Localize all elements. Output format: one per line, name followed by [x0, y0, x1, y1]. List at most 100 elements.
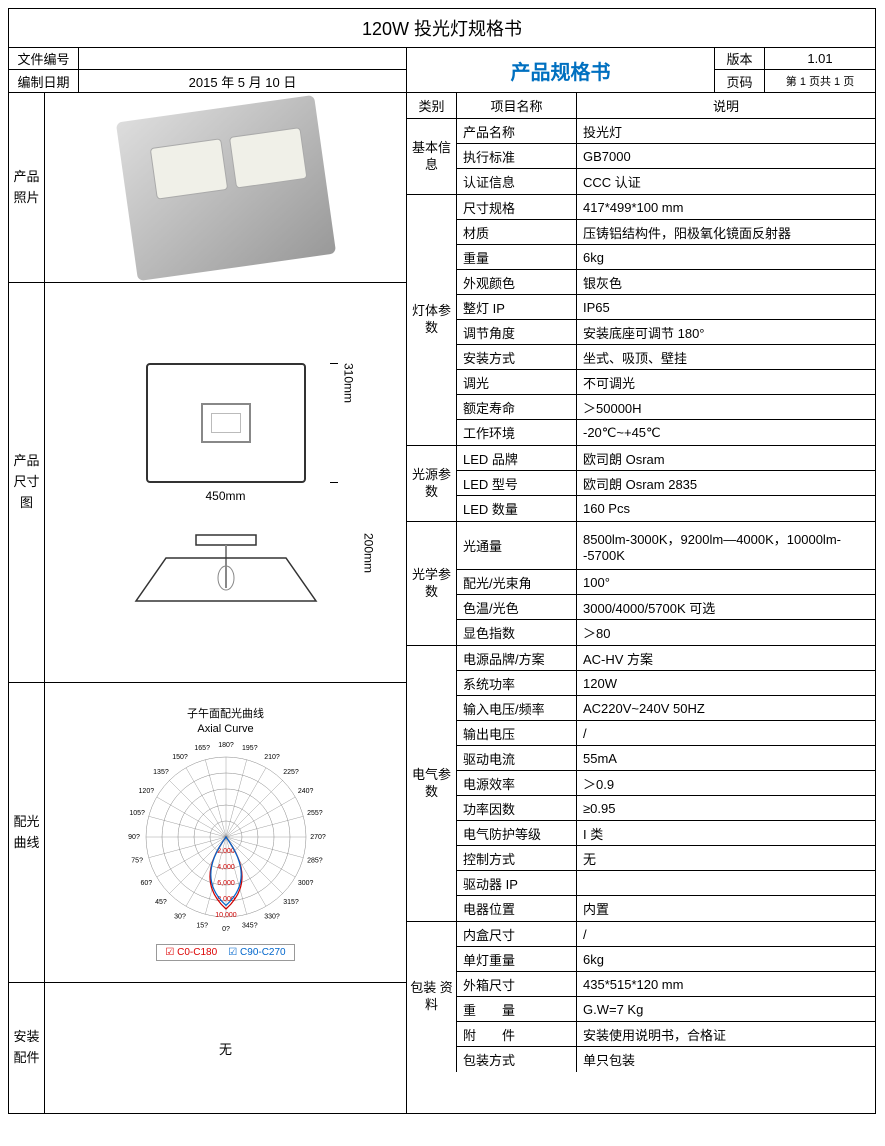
polar-legend: ☑ C0-C180 ☑ C90-C270	[156, 944, 294, 961]
spec-name: 电器位置	[457, 896, 577, 921]
accessory-label: 安装配件	[9, 983, 45, 1113]
spec-name: 控制方式	[457, 846, 577, 870]
svg-text:270?: 270?	[310, 833, 326, 840]
spec-name: 驱动电流	[457, 746, 577, 770]
spec-row: 驱动器 IP	[457, 871, 875, 896]
spec-row: 外箱尺寸435*515*120 mm	[457, 972, 875, 997]
spec-value: 160 Pcs	[577, 496, 875, 521]
spec-row: 配光/光束角100°	[457, 570, 875, 595]
spec-value: 8500lm-3000K，9200lm—4000K，10000lm--5700K	[577, 522, 875, 569]
spec-name: 执行标准	[457, 144, 577, 168]
spec-name: LED 型号	[457, 471, 577, 495]
spec-value: 417*499*100 mm	[577, 195, 875, 219]
spec-value: 压铸铝结构件，阳极氧化镜面反射器	[577, 220, 875, 244]
spec-row: 尺寸规格417*499*100 mm	[457, 195, 875, 220]
spec-row: 显色指数＞80	[457, 620, 875, 645]
spec-group: 灯体参数尺寸规格417*499*100 mm材质压铸铝结构件，阳极氧化镜面反射器…	[407, 195, 875, 446]
spec-name: 输出电压	[457, 721, 577, 745]
spec-group: 包装 资料内盒尺寸/单灯重量6kg外箱尺寸435*515*120 mm重 量G.…	[407, 922, 875, 1072]
spec-row: 执行标准GB7000	[457, 144, 875, 169]
svg-text:75?: 75?	[131, 857, 143, 864]
spec-value: ＞0.9	[577, 771, 875, 795]
left-column: 产品照片 产品尺寸图 310mm 450mm	[9, 93, 407, 1113]
spec-value: AC-HV 方案	[577, 646, 875, 670]
spec-page: 120W 投光灯规格书 文件编号 编制日期 2015 年 5 月 10 日 产品…	[8, 8, 876, 1114]
spec-value: 55mA	[577, 746, 875, 770]
spec-value: ＞50000H	[577, 395, 875, 419]
spec-name: 光通量	[457, 522, 577, 569]
spec-row: 调光不可调光	[457, 370, 875, 395]
spec-row: 功率因数≥0.95	[457, 796, 875, 821]
svg-text:2,000: 2,000	[217, 848, 235, 855]
main-content: 产品照片 产品尺寸图 310mm 450mm	[9, 93, 875, 1113]
polar-chart: 子午面配光曲线 Axial Curve 0?15?30?45?60?75?90?…	[53, 705, 398, 961]
spec-value	[577, 871, 875, 895]
spec-row: 光通量8500lm-3000K，9200lm—4000K，10000lm--57…	[457, 522, 875, 570]
category-label: 灯体参数	[407, 195, 457, 445]
spec-value: 3000/4000/5700K 可选	[577, 595, 875, 619]
svg-text:330?: 330?	[264, 913, 280, 920]
svg-text:4,000: 4,000	[217, 864, 235, 871]
spec-name: 输入电压/频率	[457, 696, 577, 720]
svg-text:300?: 300?	[297, 879, 313, 886]
spec-name: 包装方式	[457, 1047, 577, 1072]
photo-block: 产品照片	[9, 93, 406, 283]
svg-text:195?: 195?	[242, 744, 258, 751]
spec-group: 基本信息产品名称投光灯执行标准GB7000认证信息CCC 认证	[407, 119, 875, 195]
svg-text:60?: 60?	[140, 879, 152, 886]
svg-text:6,000: 6,000	[217, 880, 235, 887]
spec-name: 整灯 IP	[457, 295, 577, 319]
spec-name: 驱动器 IP	[457, 871, 577, 895]
spec-value: CCC 认证	[577, 169, 875, 194]
polar-title-en: Axial Curve	[53, 723, 398, 735]
spec-name: 外观颜色	[457, 270, 577, 294]
svg-text:15?: 15?	[196, 922, 208, 929]
spec-name: 重 量	[457, 997, 577, 1021]
spec-value: 435*515*120 mm	[577, 972, 875, 996]
spec-name: 安装方式	[457, 345, 577, 369]
curve-label: 配光曲线	[9, 683, 45, 982]
spec-row: 内盒尺寸/	[457, 922, 875, 947]
spec-row: 认证信息CCC 认证	[457, 169, 875, 194]
document-header: 文件编号 编制日期 2015 年 5 月 10 日 产品规格书 版本 1.01 …	[9, 48, 875, 93]
spec-name: 附 件	[457, 1022, 577, 1046]
category-label: 电气参数	[407, 646, 457, 921]
spec-row: 输出电压/	[457, 721, 875, 746]
spec-value: 安装使用说明书，合格证	[577, 1022, 875, 1046]
spec-row: 电源效率＞0.9	[457, 771, 875, 796]
spec-name: 工作环境	[457, 420, 577, 445]
spec-value: 投光灯	[577, 119, 875, 143]
curve-block: 配光曲线 子午面配光曲线 Axial Curve 0?15?30?45?60?7…	[9, 683, 406, 983]
spec-row: 整灯 IPIP65	[457, 295, 875, 320]
dim-depth: 200mm	[362, 533, 376, 603]
center-title: 产品规格书	[407, 48, 715, 92]
spec-row: 电器位置内置	[457, 896, 875, 921]
spec-name: 配光/光束角	[457, 570, 577, 594]
spec-value: ＞80	[577, 620, 875, 645]
spec-value: I 类	[577, 821, 875, 845]
spec-name: 系统功率	[457, 671, 577, 695]
spec-value: -20℃~+45℃	[577, 420, 875, 445]
spec-value: 120W	[577, 671, 875, 695]
svg-text:120?: 120?	[138, 787, 154, 794]
svg-text:90?: 90?	[128, 833, 140, 840]
version-label: 版本	[715, 48, 765, 69]
spec-table: 类别 项目名称 说明 基本信息产品名称投光灯执行标准GB7000认证信息CCC …	[407, 93, 875, 1113]
svg-text:315?: 315?	[283, 898, 299, 905]
spec-group: 光学参数光通量8500lm-3000K，9200lm—4000K，10000lm…	[407, 522, 875, 646]
spec-name: 调光	[457, 370, 577, 394]
dimension-block: 产品尺寸图 310mm 450mm	[9, 283, 406, 683]
polar-title-cn: 子午面配光曲线	[53, 705, 398, 721]
category-label: 包装 资料	[407, 922, 457, 1072]
spec-value: 6kg	[577, 245, 875, 269]
spec-value: 银灰色	[577, 270, 875, 294]
spec-value: 不可调光	[577, 370, 875, 394]
spec-row: 外观颜色银灰色	[457, 270, 875, 295]
spec-name: 重量	[457, 245, 577, 269]
accessory-block: 安装配件 无	[9, 983, 406, 1113]
spec-name: 额定寿命	[457, 395, 577, 419]
svg-text:0?: 0?	[222, 925, 230, 932]
spec-name: LED 数量	[457, 496, 577, 521]
spec-name: 色温/光色	[457, 595, 577, 619]
svg-text:240?: 240?	[297, 787, 313, 794]
